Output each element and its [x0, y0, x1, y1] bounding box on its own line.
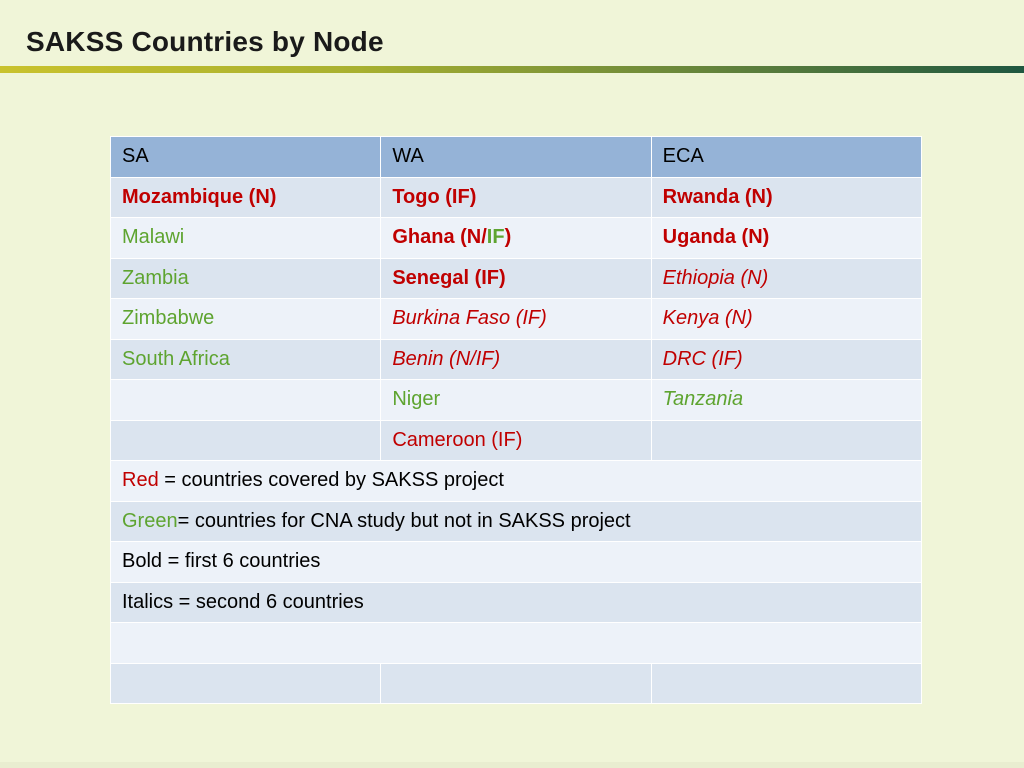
legend-row-green: Green= countries for CNA study but not i…	[110, 500, 922, 542]
cell-eca: Tanzania	[650, 379, 923, 421]
cell-eca: Rwanda (N)	[650, 176, 923, 218]
legend-red-word: Red	[122, 469, 159, 492]
cell-wa: Togo (IF)	[380, 176, 652, 218]
empty-cell	[110, 622, 922, 664]
cell-wa: Niger	[380, 379, 652, 421]
empty-row	[109, 662, 923, 704]
table-header-row: SA WA ECA	[109, 136, 923, 178]
cell-eca: DRC (IF)	[650, 338, 923, 380]
cell-wa: Senegal (IF)	[380, 257, 652, 299]
header-sa: SA	[109, 136, 382, 178]
header-eca: ECA	[650, 136, 923, 178]
title-divider	[0, 66, 1024, 73]
legend-italics: Italics = second 6 countries	[110, 581, 922, 623]
cell-wa: Ghana (N/IF)	[380, 217, 652, 259]
cell-sa: Malawi	[109, 217, 382, 259]
table-row: Niger Tanzania	[109, 379, 923, 421]
cell-eca: Uganda (N)	[650, 217, 923, 259]
legend-row-italics: Italics = second 6 countries	[110, 581, 922, 623]
legend-green-text: = countries for CNA study but not in SAK…	[177, 509, 631, 532]
cell-sa: South Africa	[109, 338, 382, 380]
page-title: SAKSS Countries by Node	[26, 26, 384, 57]
cell-sa	[109, 419, 382, 461]
empty-cell	[650, 662, 923, 704]
table-row: Zambia Senegal (IF) Ethiopia (N)	[109, 257, 923, 299]
countries-table: SA WA ECA Mozambique (N) Togo (IF) Rwand…	[109, 136, 923, 704]
legend-red-text: = countries covered by SAKSS project	[158, 469, 504, 492]
table-row: Zimbabwe Burkina Faso (IF) Kenya (N)	[109, 298, 923, 340]
header-wa: WA	[380, 136, 652, 178]
legend-row-red: Red = countries covered by SAKSS project	[110, 460, 922, 502]
bottom-divider	[0, 762, 1024, 768]
cell-eca	[650, 419, 923, 461]
cell-sa: Mozambique (N)	[109, 176, 382, 218]
table-row: Malawi Ghana (N/IF) Uganda (N)	[109, 217, 923, 259]
table-row: Cameroon (IF)	[109, 419, 923, 461]
empty-cell	[109, 662, 382, 704]
table-row: South Africa Benin (N/IF) DRC (IF)	[109, 338, 923, 380]
cell-eca: Kenya (N)	[650, 298, 923, 340]
cell-wa: Burkina Faso (IF)	[380, 298, 652, 340]
legend-red: Red = countries covered by SAKSS project	[110, 460, 922, 502]
cell-sa	[109, 379, 382, 421]
cell-sa: Zimbabwe	[109, 298, 382, 340]
cell-sa: Zambia	[109, 257, 382, 299]
legend-bold: Bold = first 6 countries	[110, 541, 922, 583]
cell-wa-mid: IF	[486, 226, 505, 249]
legend-green-word: Green	[122, 509, 178, 532]
cell-wa: Cameroon (IF)	[380, 419, 652, 461]
cell-eca: Ethiopia (N)	[650, 257, 923, 299]
cell-wa-prefix: Ghana (N/	[392, 226, 487, 249]
empty-cell	[380, 662, 652, 704]
table-row: Mozambique (N) Togo (IF) Rwanda (N)	[109, 176, 923, 218]
empty-row	[110, 622, 922, 664]
cell-wa-suffix: )	[504, 226, 512, 249]
legend-row-bold: Bold = first 6 countries	[110, 541, 922, 583]
legend-green: Green= countries for CNA study but not i…	[110, 500, 922, 542]
cell-wa: Benin (N/IF)	[380, 338, 652, 380]
